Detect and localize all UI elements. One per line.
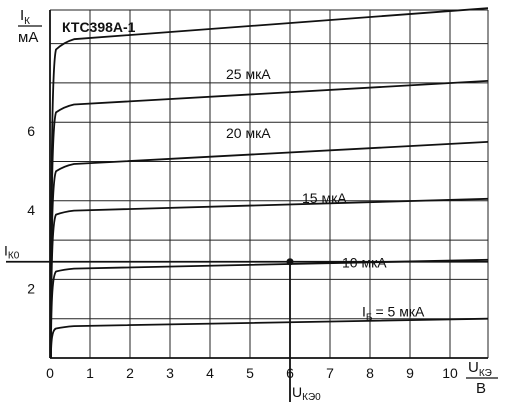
y-tick-label-4: 4 [27, 202, 35, 218]
curve-1 [49, 317, 489, 359]
curves [6, 7, 489, 402]
x-tick-label-10: 10 [442, 365, 458, 381]
x-tick-label-7: 7 [326, 365, 334, 381]
y-axis-label-main: I [20, 7, 24, 24]
y-axis-unit: мА [18, 29, 38, 46]
operating-point-marker [286, 258, 294, 266]
op-current-subscript: К0 [8, 251, 20, 262]
axes [49, 10, 488, 359]
x-axis-label-sub: КЭ [479, 368, 492, 379]
curve-label-1: IБ = 5 мкА [362, 304, 425, 324]
op-voltage-subscript: КЭ0 [302, 392, 321, 403]
grid [50, 9, 489, 358]
x-tick-label-9: 9 [406, 365, 414, 381]
op-current-label: IК0 [4, 243, 20, 262]
base-current-value: = 5 мкА [375, 304, 424, 320]
curve-label-5: 25 мкА [226, 66, 271, 82]
x-tick-label-6: 6 [286, 365, 294, 381]
x-tick-label-4: 4 [206, 365, 214, 381]
curve-6 [49, 7, 489, 359]
op-current-symbol: I [4, 243, 8, 259]
op-voltage-label: UКЭ0 [292, 384, 321, 403]
curve-label-2: 10 мкА [342, 255, 387, 271]
y-tick-label-2: 2 [27, 280, 35, 296]
curve-label-4: 20 мкА [226, 125, 271, 141]
curve-label-3: 15 мкА [302, 190, 347, 206]
x-tick-label-5: 5 [246, 365, 254, 381]
base-current-symbol: I [362, 304, 366, 320]
x-tick-label-8: 8 [366, 365, 374, 381]
x-tick-label-2: 2 [126, 365, 134, 381]
x-tick-label-1: 1 [86, 365, 94, 381]
x-tick-label-3: 3 [166, 365, 174, 381]
x-axis-label-main: U [468, 359, 479, 376]
y-axis-label-sub: К [24, 16, 30, 27]
x-tick-label-0: 0 [46, 365, 54, 381]
x-axis-unit: В [476, 380, 486, 397]
base-current-subscript: Б [366, 313, 373, 324]
curve-3 [49, 197, 489, 359]
x-axis-label: UКЭ [468, 359, 492, 379]
op-voltage-symbol: U [292, 384, 302, 400]
y-tick-label-6: 6 [27, 123, 35, 139]
chart-title: КТС398А-1 [62, 19, 136, 35]
y-axis-label: IК [20, 7, 30, 27]
